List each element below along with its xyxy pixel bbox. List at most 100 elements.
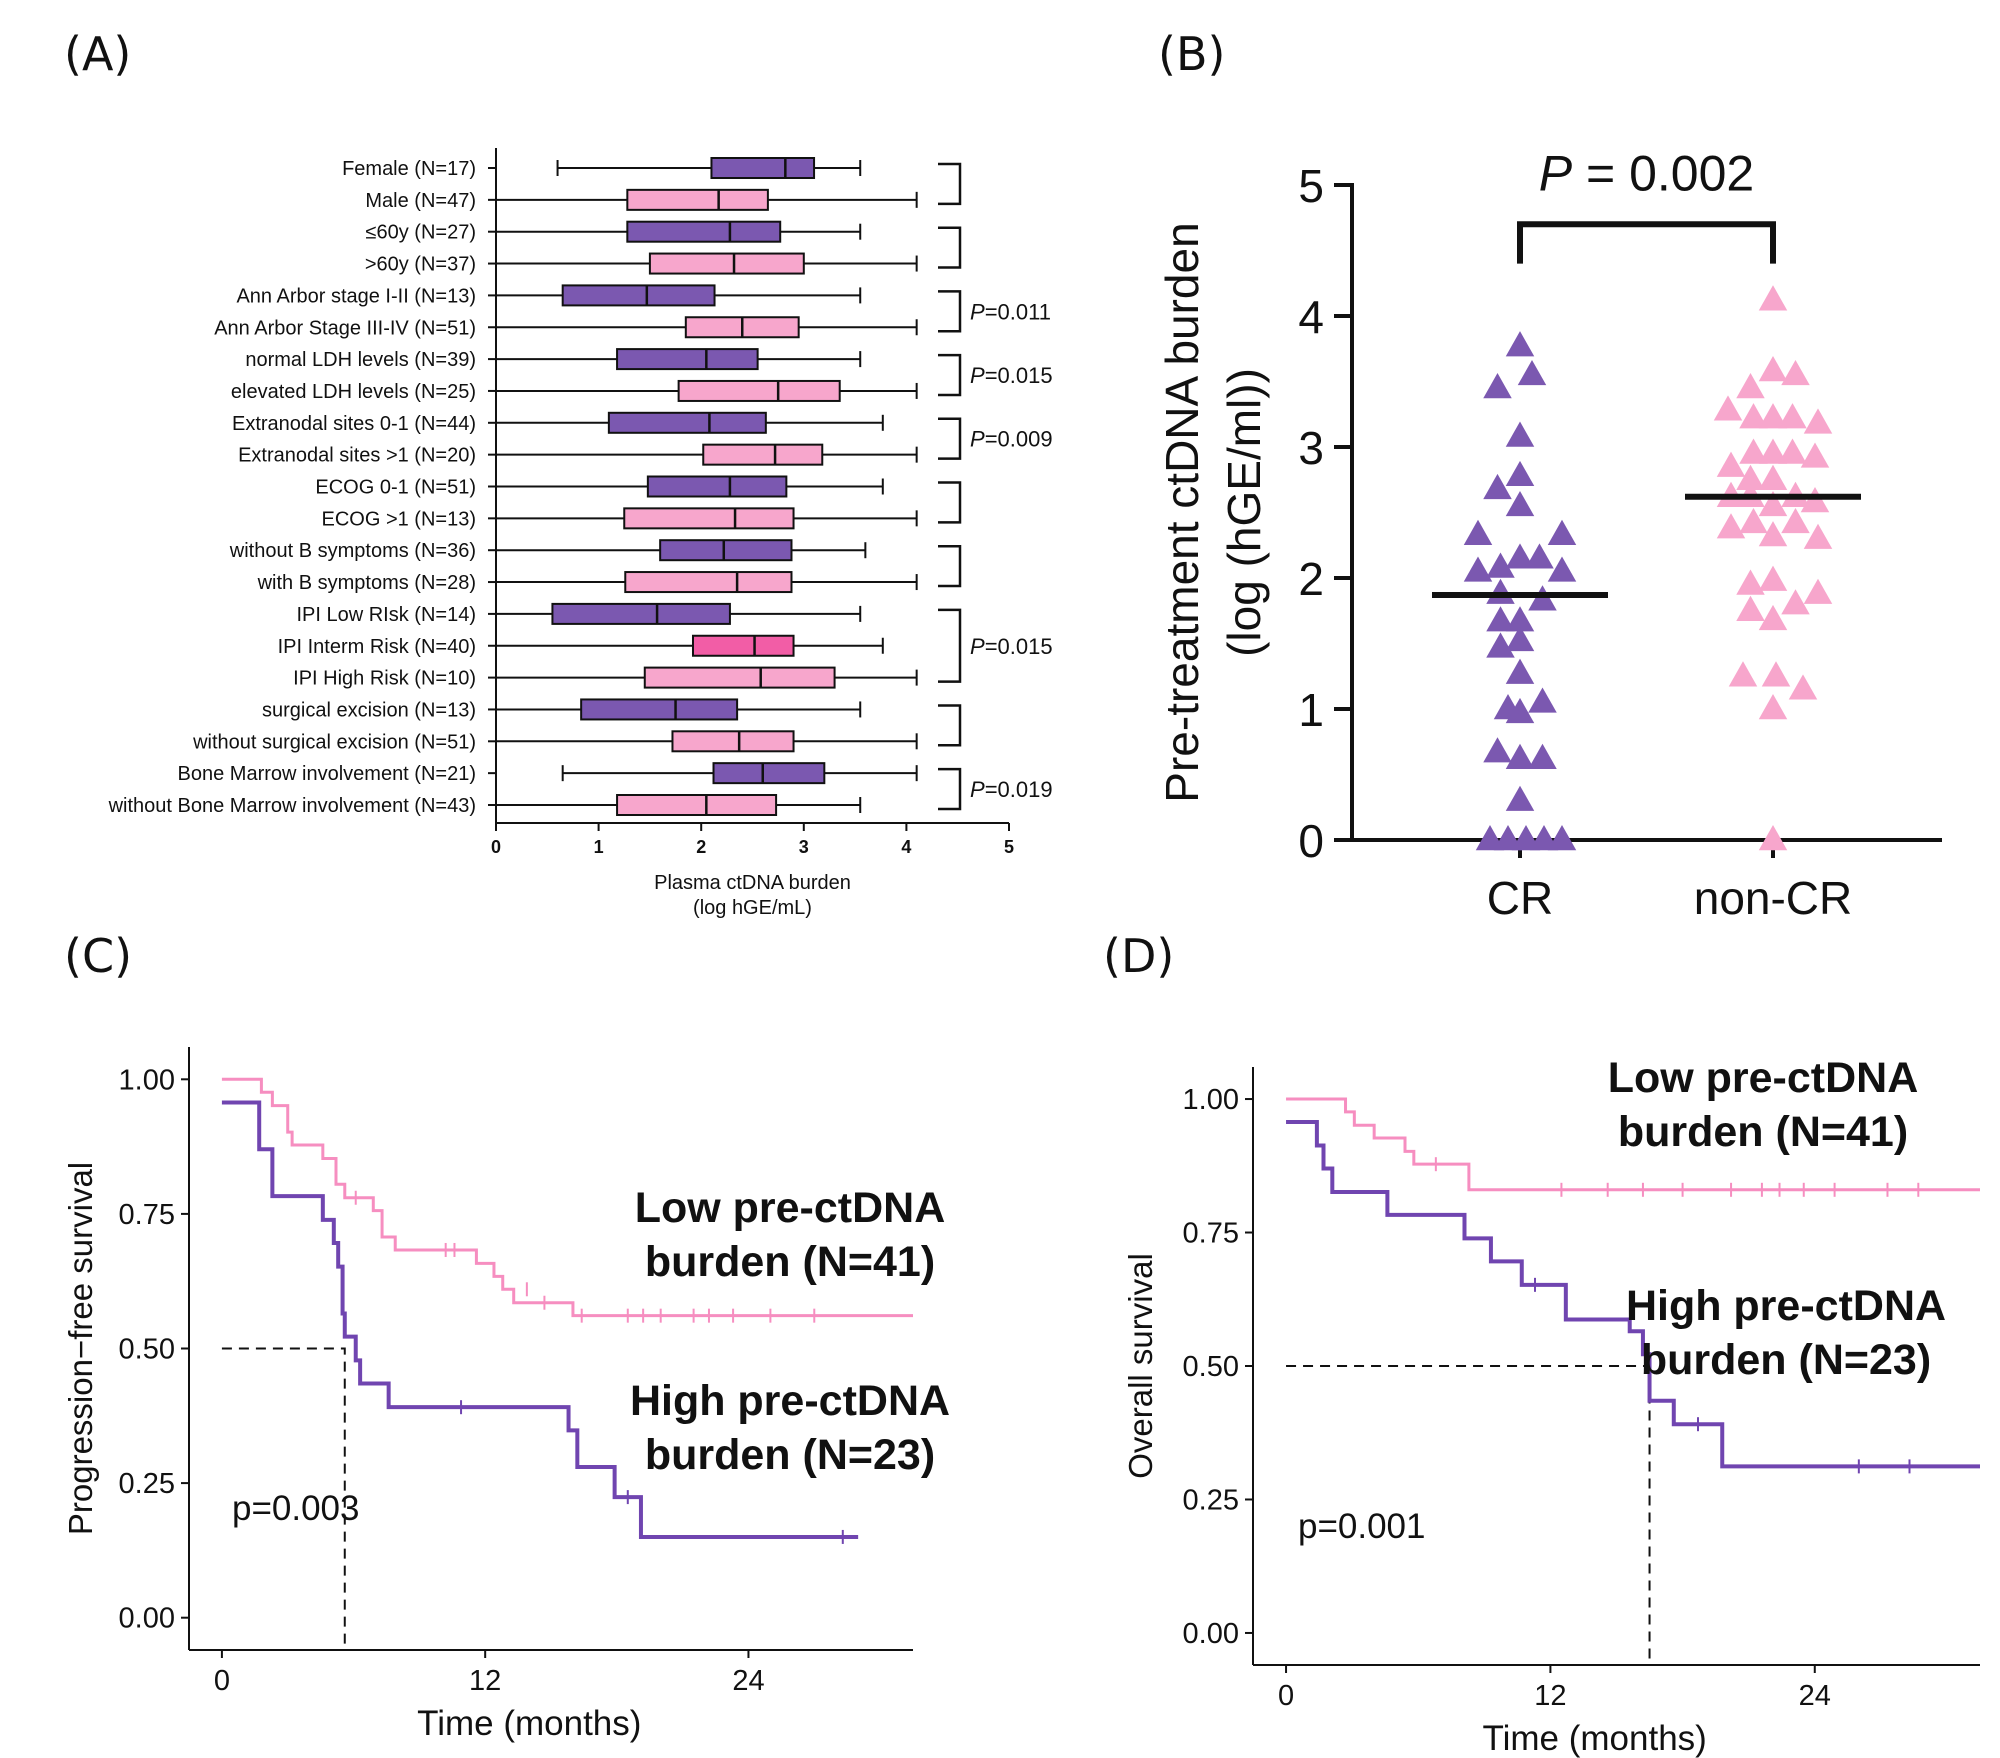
b-point-non-cr [1739, 438, 1768, 464]
km-x-tick-label: 12 [1534, 1680, 1566, 1712]
km-x-tick-label: 0 [214, 1665, 230, 1697]
a-box [616, 348, 759, 371]
b-point-cr [1505, 543, 1535, 569]
b-point-cr [1483, 737, 1512, 763]
b-point-non-cr [1758, 521, 1788, 547]
km-x-tick-label: 24 [732, 1665, 764, 1697]
a-box [677, 379, 841, 402]
b-point-cr [1505, 743, 1535, 769]
b-point-non-cr [1758, 694, 1788, 720]
b-y-axis-label: Pre-treatment ctDNA burden [1156, 222, 1208, 802]
km-y-tick-label: 0.25 [1183, 1484, 1239, 1516]
km-label-low: burden (N=41) [645, 1238, 935, 1286]
b-point-cr [1547, 825, 1577, 851]
a-box [561, 284, 716, 307]
b-point-non-cr [1758, 285, 1788, 311]
panel-a-boxplot: 0 1 2 3 4 5 Plasma ctDNA burden (log hGE/mL) Fem… [108, 148, 1053, 919]
b-point-non-cr [1713, 395, 1743, 421]
a-group-label: with B symptoms (N=28) [257, 572, 476, 594]
b-point-cr [1525, 543, 1554, 569]
a-bracket [938, 704, 962, 747]
b-point-non-cr [1781, 589, 1810, 615]
b-point-cr [1475, 825, 1505, 851]
b-point-non-cr [1736, 569, 1765, 595]
km-y-tick-label: 0.50 [119, 1334, 175, 1366]
a-bracket [938, 226, 962, 269]
km-p-value: p=0.003 [232, 1489, 360, 1528]
b-point-cr [1505, 658, 1535, 684]
b-significance-bracket [1517, 221, 1776, 264]
km-curve-high [221, 1100, 859, 1539]
b-point-non-cr [1739, 507, 1768, 534]
km-label-low: burden (N=41) [1618, 1108, 1908, 1156]
km-y-tick-label: 0.25 [119, 1468, 175, 1500]
a-box [616, 794, 778, 816]
km-curve-high [1286, 1119, 1980, 1469]
b-point-cr [1505, 606, 1535, 632]
km-y-tick-label: 0.00 [119, 1603, 175, 1635]
b-point-non-cr [1758, 565, 1788, 591]
panel-d-kaplan-meier: 0.00 0.25 0.50 0.75 1.00 0 12 24 Time (months) Ov… [1122, 1054, 1980, 1758]
km-median-guide [221, 1347, 346, 1644]
b-point-cr [1547, 519, 1577, 545]
b-point-non-cr [1788, 674, 1818, 700]
b-point-cr [1517, 359, 1547, 386]
a-box [623, 507, 795, 530]
a-x-tick-label: 4 [901, 837, 911, 857]
a-box [643, 666, 836, 689]
a-box [626, 220, 782, 243]
km-x-tick-label: 0 [1278, 1680, 1294, 1712]
a-box [624, 571, 793, 594]
km-y-tick-label: 0.50 [1183, 1351, 1239, 1383]
a-bracket [938, 290, 962, 333]
b-point-non-cr [1778, 403, 1807, 429]
panel-label-c: (C) [64, 929, 132, 983]
a-x-tick-label: 0 [491, 837, 501, 857]
km-y-tick-label: 1.00 [1183, 1084, 1239, 1116]
a-box [659, 539, 793, 562]
b-y-tick-label: 3 [1298, 422, 1324, 474]
km-y-tick-label: 0.75 [1183, 1218, 1239, 1250]
km-y-tick-label: 0.75 [119, 1199, 175, 1231]
b-point-non-cr [1739, 403, 1768, 429]
panel-label-d: (D) [1103, 929, 1174, 983]
a-box [626, 188, 769, 211]
b-point-non-cr [1781, 359, 1810, 386]
a-group-label: surgical excision (N=13) [262, 699, 476, 721]
b-point-non-cr [1803, 578, 1833, 604]
a-p-value: P=0.009 [970, 427, 1053, 452]
b-y-tick-label: 2 [1298, 553, 1324, 605]
b-point-cr [1486, 552, 1515, 578]
km-label-low: Low pre-ctDNA [1608, 1054, 1919, 1102]
b-point-non-cr [1800, 442, 1830, 468]
km-p-value: p=0.001 [1298, 1507, 1426, 1546]
a-box [648, 252, 805, 275]
a-group-label: Male (N=47) [365, 190, 476, 212]
b-point-cr [1529, 825, 1559, 851]
b-point-cr [1483, 473, 1512, 500]
a-p-value: P=0.019 [970, 777, 1053, 802]
a-bracket [938, 353, 962, 397]
b-point-non-cr [1803, 408, 1833, 434]
a-group-label: Female (N=17) [342, 158, 476, 180]
b-point-cr [1528, 743, 1557, 769]
b-point-non-cr [1728, 661, 1758, 687]
b-y-tick-label: 4 [1298, 291, 1324, 343]
b-point-non-cr [1736, 595, 1765, 621]
a-p-value: P=0.011 [970, 299, 1051, 324]
b-point-cr [1486, 606, 1515, 632]
a-bracket [938, 162, 962, 206]
a-box [691, 634, 795, 657]
b-point-non-cr [1758, 403, 1788, 429]
b-point-non-cr [1761, 661, 1791, 687]
km-label-high: High pre-ctDNA [1626, 1282, 1946, 1330]
a-x-axis-label: Plasma ctDNA burden [654, 872, 851, 894]
b-point-non-cr [1736, 464, 1765, 490]
b-point-non-cr [1736, 373, 1765, 399]
a-group-label: IPI Low RIsk (N=14) [296, 604, 476, 626]
b-point-cr [1547, 556, 1577, 582]
a-box [646, 475, 788, 498]
panel-label-a: (A) [64, 27, 131, 81]
b-point-non-cr [1758, 825, 1788, 851]
